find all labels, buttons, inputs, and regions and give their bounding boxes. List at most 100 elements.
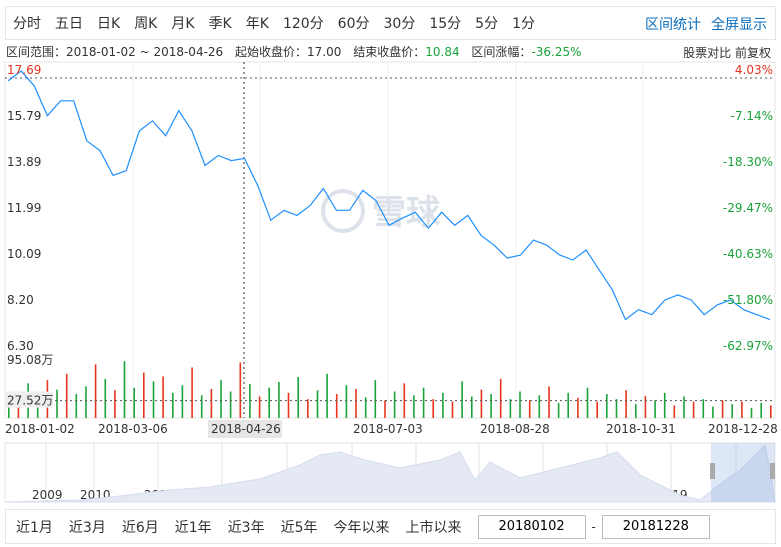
range-to-input[interactable]: [601, 514, 710, 539]
tab-15min[interactable]: 15分: [429, 16, 462, 32]
volume-bar: [297, 377, 299, 418]
tab-30min[interactable]: 30分: [383, 16, 416, 32]
volume-bar: [85, 386, 87, 418]
tab-monthly[interactable]: 月K: [171, 16, 195, 32]
tab-1min[interactable]: 1分: [512, 16, 535, 32]
volume-bar: [403, 383, 406, 418]
volume-bar: [760, 402, 762, 418]
navigator-area: [4, 443, 776, 503]
volume-bar: [577, 397, 579, 418]
volume-bar: [229, 391, 232, 418]
volume-bar: [499, 378, 502, 418]
volume-bar: [596, 401, 598, 418]
navigator-selection: [711, 443, 775, 502]
price-tick: 10.09: [7, 247, 41, 261]
tab-5min[interactable]: 5分: [475, 16, 499, 32]
volume-bar: [162, 376, 164, 418]
volume-bar: [432, 399, 434, 418]
tab-yearly[interactable]: 年K: [245, 16, 269, 32]
volume-bar: [413, 395, 415, 418]
range-3y[interactable]: 近3年: [227, 519, 265, 536]
volume-bar: [268, 387, 270, 418]
volume-bar: [200, 395, 203, 418]
adjust-button[interactable]: 前复权: [734, 46, 771, 60]
tab-5day[interactable]: 五日: [55, 16, 83, 32]
volume-bar: [355, 389, 357, 418]
price-line: [7, 70, 771, 321]
volume-bar: [249, 383, 251, 418]
range-ytd[interactable]: 今年以来: [333, 519, 390, 536]
volume-bar: [673, 405, 676, 418]
start-label: 起始收盘价：: [235, 45, 308, 59]
volume-bar: [307, 399, 309, 418]
volume-bar: [114, 390, 116, 418]
volume-bar: [181, 385, 184, 418]
x-tick: 2018-03-06: [98, 422, 168, 436]
volume-bar: [606, 394, 608, 418]
interval-info: 区间范围：2018-01-02 ~ 2018-04-26 起始收盘价：17.00…: [6, 43, 582, 60]
volume-bar: [56, 389, 58, 418]
crosshair-date: 2018-04-26: [211, 422, 281, 436]
volume-bar: [75, 394, 78, 418]
tab-60min[interactable]: 60分: [337, 16, 370, 32]
volume-bar: [548, 386, 550, 418]
price-tick: 11.99: [7, 201, 41, 215]
tab-fenshi[interactable]: 分时: [13, 16, 41, 32]
range-5y[interactable]: 近5年: [280, 519, 318, 536]
interval-stats-button[interactable]: 区间统计: [645, 17, 701, 33]
volume-bar: [287, 392, 290, 418]
volume-bar: [750, 407, 753, 418]
volume-bar: [326, 373, 328, 418]
volume-bar: [278, 382, 280, 418]
tab-daily[interactable]: 日K: [97, 16, 121, 32]
volume-bar: [741, 401, 743, 418]
volume-bar: [104, 378, 107, 418]
compare-button[interactable]: 股票对比: [683, 46, 732, 60]
pct-tick: -51.80%: [723, 293, 773, 307]
range-3m[interactable]: 近3月: [68, 519, 106, 536]
volume-bar: [65, 373, 68, 418]
x-tick: 2018-08-28: [480, 422, 550, 436]
volume-bar: [721, 400, 724, 418]
fullscreen-button[interactable]: 全屏显示: [711, 17, 767, 33]
range-from-input[interactable]: [477, 514, 586, 539]
start-value: 17.00: [307, 45, 342, 59]
tab-120min[interactable]: 120分: [282, 16, 324, 32]
volume-bar: [133, 387, 135, 418]
volume-bar: [210, 389, 213, 418]
volume-bar: [490, 394, 492, 418]
volume-bar: [172, 392, 174, 418]
volume-bar: [335, 394, 338, 418]
volume-bar: [364, 397, 367, 418]
range-since-ipo[interactable]: 上市以来: [405, 519, 462, 536]
pct-tick: -29.47%: [723, 201, 773, 215]
end-label: 结束收盘价：: [353, 45, 426, 59]
range-1y[interactable]: 近1年: [174, 519, 212, 536]
volume-bar: [731, 404, 733, 418]
chart-frame: [4, 61, 776, 419]
range-6m[interactable]: 近6月: [121, 519, 159, 536]
x-tick: 2018-07-03: [353, 422, 423, 436]
volume-bar: [471, 396, 473, 418]
pct-tick: -18.30%: [723, 155, 773, 169]
price-tick: 15.79: [7, 109, 41, 123]
change-label: 区间涨幅：: [471, 45, 532, 59]
tab-weekly[interactable]: 周K: [134, 16, 158, 32]
volume-bar: [692, 401, 695, 418]
range-1m[interactable]: 近1月: [16, 519, 53, 536]
volume-max-label: 95.08万: [7, 353, 53, 367]
price-tick: 8.20: [7, 293, 34, 307]
navigator-year: 2009: [32, 488, 63, 502]
pct-tick: -7.14%: [731, 109, 773, 123]
volume-bar: [384, 400, 386, 418]
volume-bar: [702, 399, 705, 418]
x-tick: 2018-12-28: [708, 422, 778, 436]
volume-bar: [239, 362, 242, 418]
price-tick: 13.89: [7, 155, 41, 169]
tab-quarterly[interactable]: 季K: [208, 16, 232, 32]
volume-bar: [663, 392, 666, 418]
volume-bar: [220, 380, 222, 418]
navigator-handle-left[interactable]: [710, 463, 715, 479]
navigator-handle-right[interactable]: [770, 463, 775, 479]
